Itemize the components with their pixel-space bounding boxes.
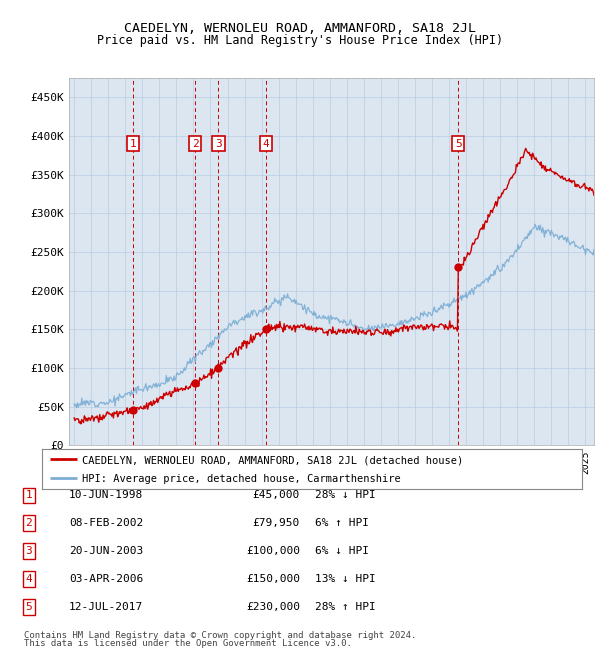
Text: CAEDELYN, WERNOLEU ROAD, AMMANFORD, SA18 2JL: CAEDELYN, WERNOLEU ROAD, AMMANFORD, SA18… <box>124 22 476 35</box>
Text: Contains HM Land Registry data © Crown copyright and database right 2024.: Contains HM Land Registry data © Crown c… <box>24 631 416 640</box>
Text: 12-JUL-2017: 12-JUL-2017 <box>69 602 143 612</box>
Text: 6% ↓ HPI: 6% ↓ HPI <box>315 546 369 556</box>
Text: 5: 5 <box>455 138 461 149</box>
Text: Price paid vs. HM Land Registry's House Price Index (HPI): Price paid vs. HM Land Registry's House … <box>97 34 503 47</box>
Text: 6% ↑ HPI: 6% ↑ HPI <box>315 518 369 528</box>
Text: 4: 4 <box>25 574 32 584</box>
Text: 1: 1 <box>25 490 32 501</box>
Text: 3: 3 <box>215 138 222 149</box>
Text: £230,000: £230,000 <box>246 602 300 612</box>
Text: 4: 4 <box>262 138 269 149</box>
Text: £45,000: £45,000 <box>253 490 300 501</box>
Text: £150,000: £150,000 <box>246 574 300 584</box>
Text: 13% ↓ HPI: 13% ↓ HPI <box>315 574 376 584</box>
Text: HPI: Average price, detached house, Carmarthenshire: HPI: Average price, detached house, Carm… <box>83 474 401 484</box>
Text: 10-JUN-1998: 10-JUN-1998 <box>69 490 143 501</box>
Text: 08-FEB-2002: 08-FEB-2002 <box>69 518 143 528</box>
Text: £79,950: £79,950 <box>253 518 300 528</box>
Text: £100,000: £100,000 <box>246 546 300 556</box>
Text: 28% ↓ HPI: 28% ↓ HPI <box>315 490 376 501</box>
Text: 03-APR-2006: 03-APR-2006 <box>69 574 143 584</box>
Text: 5: 5 <box>25 602 32 612</box>
Text: CAEDELYN, WERNOLEU ROAD, AMMANFORD, SA18 2JL (detached house): CAEDELYN, WERNOLEU ROAD, AMMANFORD, SA18… <box>83 455 464 465</box>
Text: 28% ↑ HPI: 28% ↑ HPI <box>315 602 376 612</box>
Text: 2: 2 <box>192 138 199 149</box>
Text: 3: 3 <box>25 546 32 556</box>
Text: This data is licensed under the Open Government Licence v3.0.: This data is licensed under the Open Gov… <box>24 639 352 648</box>
Text: 1: 1 <box>130 138 136 149</box>
Text: 20-JUN-2003: 20-JUN-2003 <box>69 546 143 556</box>
Text: 2: 2 <box>25 518 32 528</box>
